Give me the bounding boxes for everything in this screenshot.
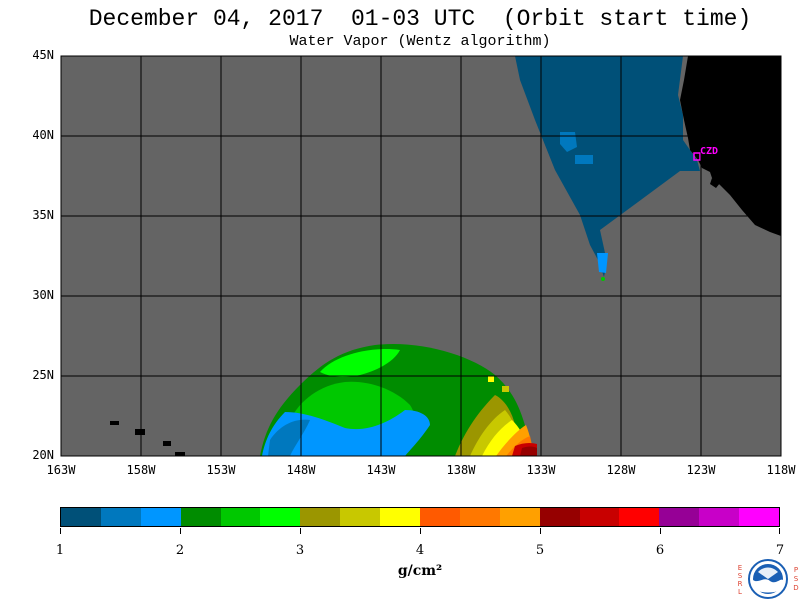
latitude-label: 25N — [32, 368, 54, 382]
longitude-label: 163W — [46, 463, 76, 477]
colorbar-segment — [180, 508, 221, 526]
north-america-coast — [680, 56, 781, 236]
hawaiian-islands — [110, 421, 185, 456]
longitude-label: 118W — [766, 463, 796, 477]
logo-letter: E — [737, 564, 743, 572]
colorbar-segment — [61, 508, 101, 526]
colorbar-tick-label: 4 — [415, 543, 425, 558]
colorbar-tick-label: 7 — [775, 543, 785, 558]
logo-letter: P — [793, 566, 799, 574]
colorbar-tick-label: 3 — [295, 543, 305, 558]
colorbar-tick — [60, 528, 61, 534]
colorbar-tick — [420, 528, 421, 534]
colorbar-segment — [220, 508, 261, 526]
colorbar-segment — [340, 508, 381, 526]
colorbar-segment — [659, 508, 700, 526]
colorbar-segment — [739, 508, 780, 526]
longitude-label: 138W — [446, 463, 476, 477]
lat-lon-grid — [61, 56, 781, 456]
longitude-label: 143W — [366, 463, 396, 477]
logo-letter: L — [738, 588, 742, 596]
longitude-label: 158W — [126, 463, 156, 477]
station-label: CZD — [700, 146, 719, 157]
colorbar-tick — [660, 528, 661, 534]
latitude-label: 20N — [32, 448, 54, 462]
page-subtitle: Water Vapor (Wentz algorithm) — [289, 33, 551, 50]
colorbar-tick-label: 2 — [175, 543, 185, 558]
colorbar-segment — [579, 508, 620, 526]
logo-letter: S — [737, 572, 743, 580]
colorbar-units: g/cm² — [397, 563, 443, 579]
page-title: December 04, 2017 01-03 UTC (Orbit start… — [88, 6, 752, 32]
colorbar-segment — [539, 508, 580, 526]
plot-border — [60, 55, 782, 457]
colorbar-segment — [380, 508, 421, 526]
latitude-label: 40N — [32, 128, 54, 142]
latitude-label: 35N — [32, 208, 54, 222]
longitude-label: 123W — [686, 463, 716, 477]
colorbar — [60, 507, 780, 527]
longitude-label: 148W — [286, 463, 316, 477]
colorbar-segment — [140, 508, 181, 526]
latitude-label: 30N — [32, 288, 54, 302]
moist-region — [260, 344, 537, 456]
colorbar-tick-label: 5 — [535, 543, 545, 558]
colorbar-segment — [619, 508, 660, 526]
colorbar-segment — [300, 508, 341, 526]
logo-letter: D — [793, 584, 799, 592]
colorbar-segment — [499, 508, 540, 526]
colorbar-segment — [459, 508, 500, 526]
colorbar-segment — [100, 508, 141, 526]
colorbar-segment — [260, 508, 301, 526]
colorbar-tick — [180, 528, 181, 534]
logo-letter: S — [793, 575, 799, 583]
station-marker — [693, 152, 701, 161]
logo-letter: R — [737, 580, 743, 588]
colorbar-segment — [420, 508, 460, 526]
colorbar-tick — [300, 528, 301, 534]
colorbar-tick — [540, 528, 541, 534]
longitude-label: 133W — [526, 463, 556, 477]
latitude-label: 45N — [32, 48, 54, 62]
noaa-emblem-icon — [748, 559, 788, 599]
longitude-label: 153W — [206, 463, 236, 477]
low-vapor-region — [515, 56, 700, 281]
colorbar-segment — [699, 508, 740, 526]
colorbar-tick-label: 1 — [55, 543, 65, 558]
colorbar-tick — [779, 528, 780, 534]
longitude-label: 128W — [606, 463, 636, 477]
colorbar-tick-label: 6 — [655, 543, 665, 558]
